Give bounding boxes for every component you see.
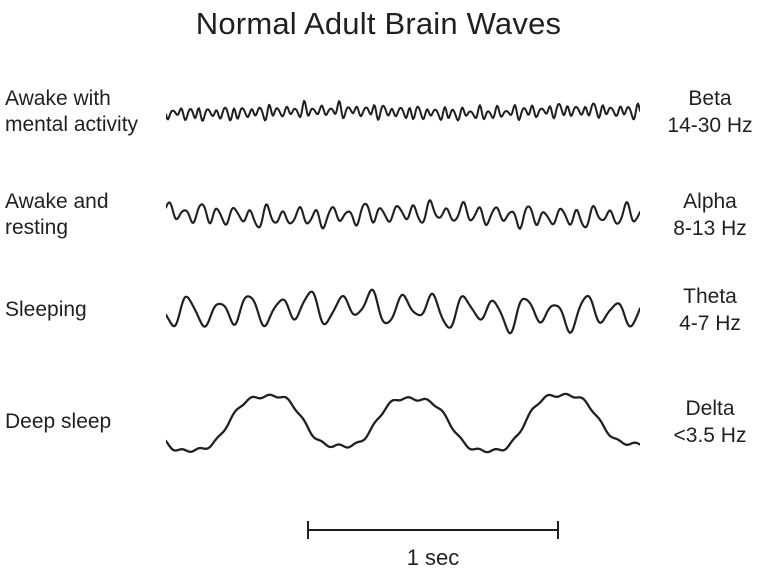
wave-row-delta: Deep sleep Delta <3.5 Hz (0, 376, 757, 468)
scale-bar-tick-right (557, 521, 559, 539)
state-label-alpha: Awake and resting (5, 190, 109, 239)
figure-title: Normal Adult Brain Waves (195, 6, 562, 41)
theta-wave-trace (166, 288, 640, 335)
band-label-theta: Theta 4-7 Hz (653, 283, 757, 337)
scale-bar-label: 1 sec (406, 545, 460, 570)
beta-wave-trace (166, 99, 640, 122)
band-label-alpha: Alpha 8-13 Hz (653, 188, 757, 242)
band-frequency: 14-30 Hz (667, 114, 753, 137)
scale-bar-line (308, 529, 558, 531)
alpha-wave-trace (166, 199, 640, 230)
band-label-beta: Beta 14-30 Hz (653, 85, 757, 139)
band-name: Delta (685, 397, 735, 420)
band-name: Beta (688, 87, 732, 110)
band-label-delta: Delta <3.5 Hz (653, 395, 757, 449)
band-name: Theta (683, 285, 737, 308)
wave-row-beta: Awake with mental activity Beta 14-30 Hz (0, 80, 757, 144)
band-frequency: <3.5 Hz (673, 424, 747, 447)
wave-row-alpha: Awake and resting Alpha 8-13 Hz (0, 183, 757, 247)
band-frequency: 4-7 Hz (679, 312, 741, 335)
scale-bar-tick-left (307, 521, 309, 539)
state-label-beta: Awake with mental activity (5, 87, 139, 136)
band-name: Alpha (683, 190, 737, 213)
delta-wave-trace (166, 392, 640, 454)
band-frequency: 8-13 Hz (673, 217, 747, 240)
wave-row-theta: Sleeping Theta 4-7 Hz (0, 272, 757, 348)
state-label-theta: Sleeping (5, 298, 87, 321)
state-label-delta: Deep sleep (5, 410, 112, 433)
